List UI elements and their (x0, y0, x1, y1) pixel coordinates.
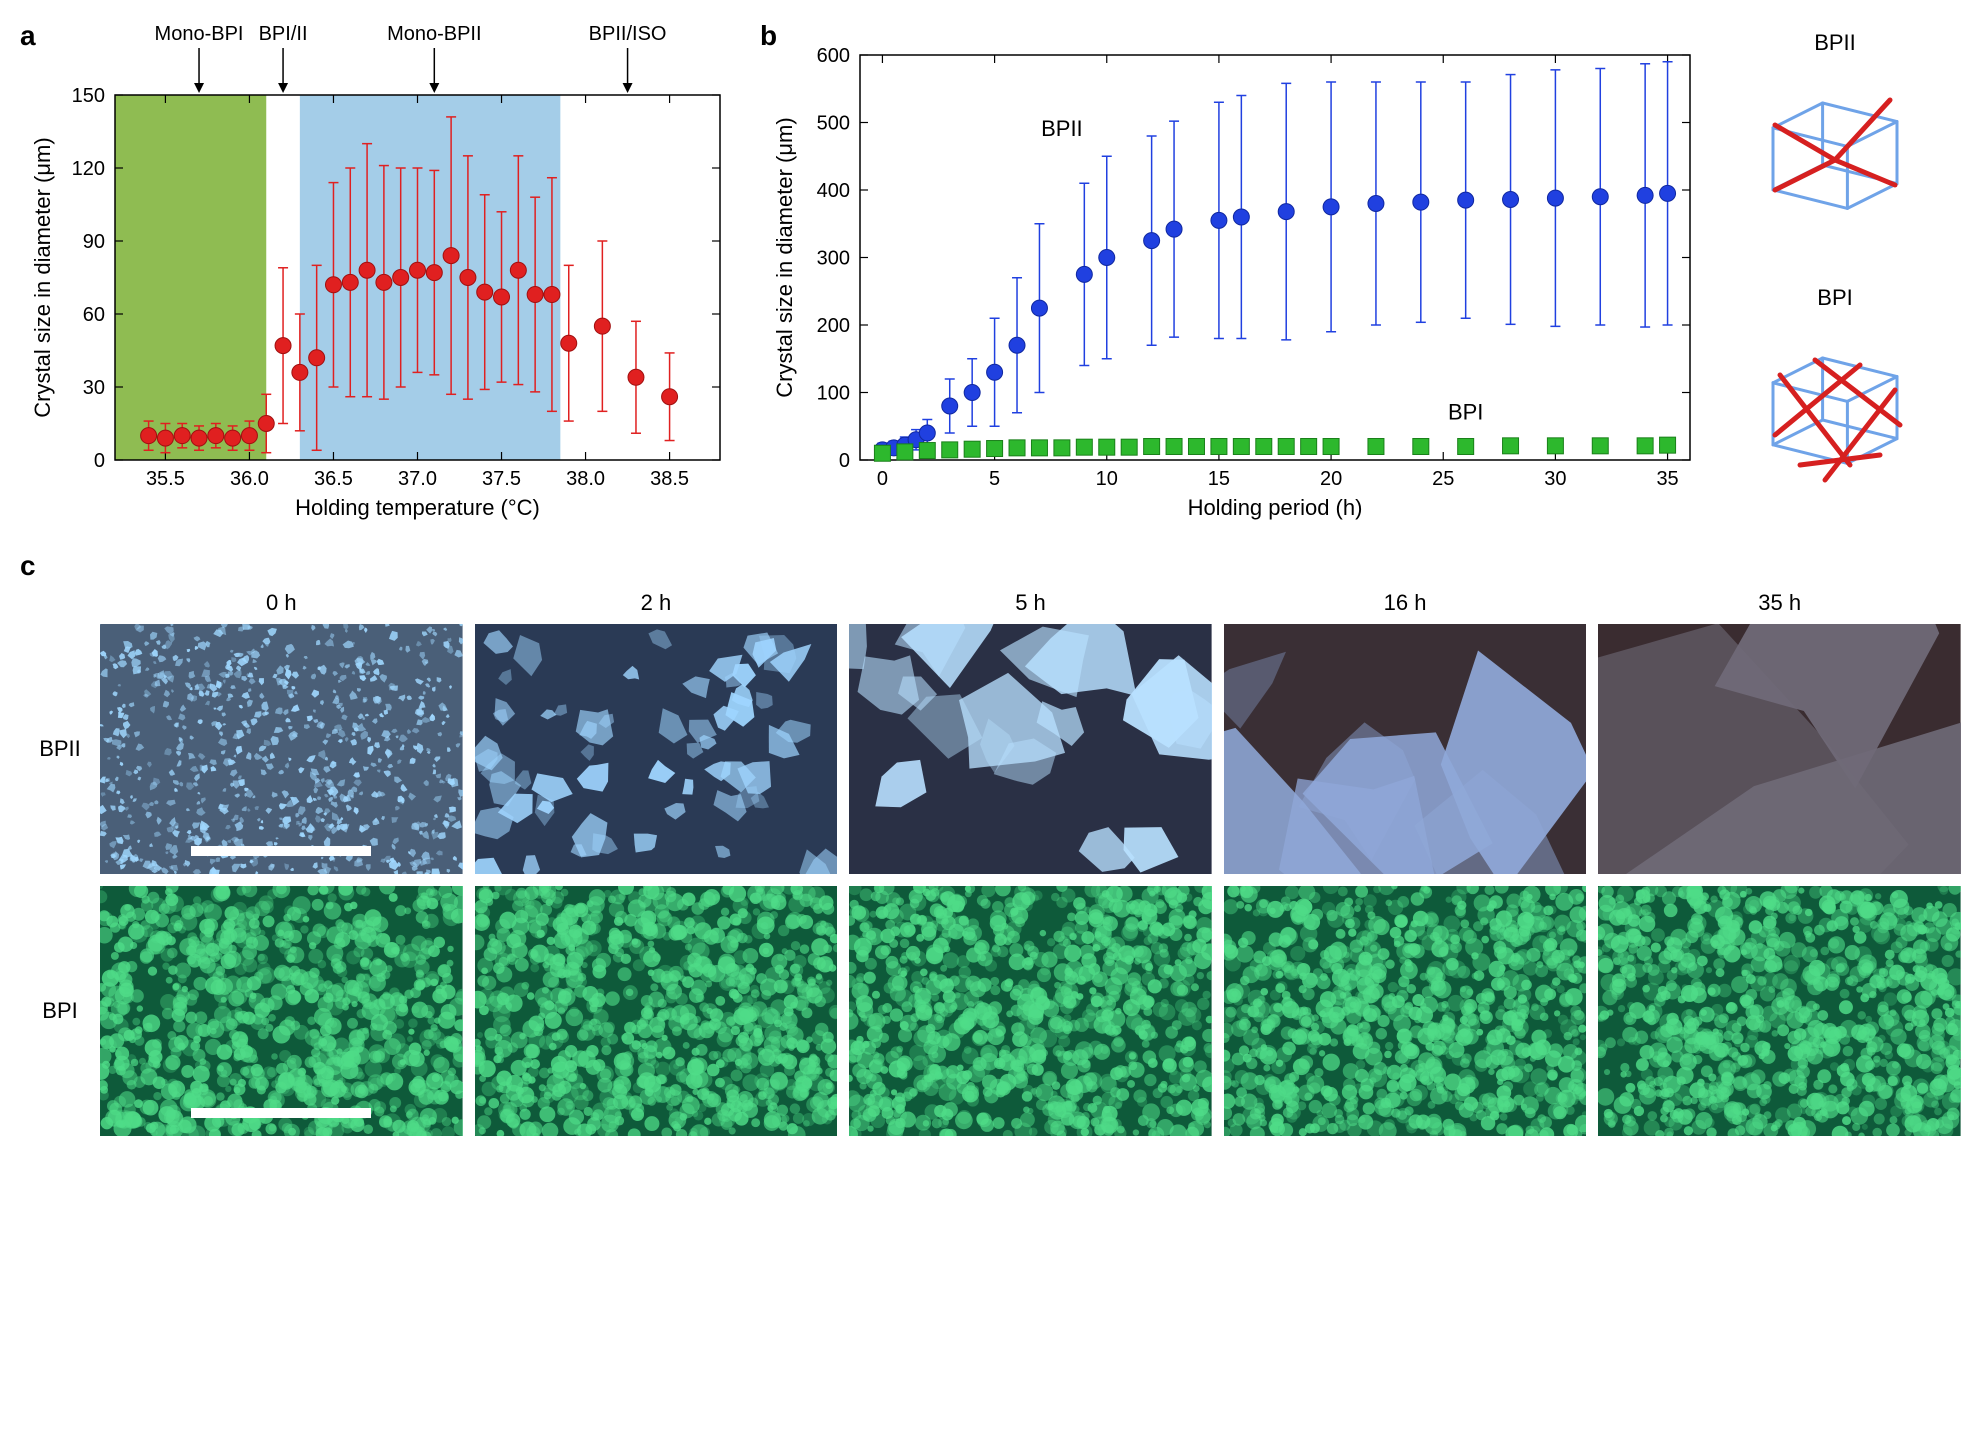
svg-text:Holding temperature (°C): Holding temperature (°C) (295, 495, 540, 520)
svg-text:120: 120 (72, 158, 105, 180)
row-bpi-images (100, 886, 1961, 1136)
svg-text:Crystal size in diameter (μm): Crystal size in diameter (μm) (30, 137, 55, 417)
row-label-bpi: BPI (30, 998, 90, 1024)
svg-text:Mono-BPI: Mono-BPI (155, 23, 244, 45)
micrograph-bpii-1 (475, 624, 838, 874)
svg-text:30: 30 (83, 377, 105, 399)
svg-text:BPII: BPII (1041, 116, 1083, 141)
chart-a: 35.5 36.0 36.5 37.0 37.5 38.0 38.5 0 30 60 90 120 15… (20, 20, 740, 530)
svg-text:38.5: 38.5 (650, 468, 689, 490)
svg-text:30: 30 (1544, 468, 1566, 490)
svg-text:Crystal size in diameter (μm): Crystal size in diameter (μm) (772, 117, 797, 397)
svg-text:35: 35 (1656, 468, 1678, 490)
chart-b: 0 5 10 15 20 25 30 35 0 100 200 300 400 500 600 Holding… (760, 20, 1710, 530)
time-label-4: 35 h (1598, 590, 1961, 616)
panel-a: a 35.5 36.0 36.5 37.0 37.5 38.0 38.5 0 30 60 90 120… (20, 20, 740, 530)
svg-text:20: 20 (1320, 468, 1342, 490)
micrograph-bpi-0 (100, 886, 463, 1136)
time-label-2: 5 h (849, 590, 1212, 616)
svg-text:36.5: 36.5 (314, 468, 353, 490)
svg-text:300: 300 (817, 248, 850, 270)
cube-bpii (1730, 60, 1940, 260)
svg-text:60: 60 (83, 304, 105, 326)
svg-text:600: 600 (817, 45, 850, 67)
svg-text:37.5: 37.5 (482, 468, 521, 490)
micrograph-bpii-4 (1598, 624, 1961, 874)
time-label-1: 2 h (475, 590, 838, 616)
svg-text:Holding period (h): Holding period (h) (1188, 495, 1363, 520)
panel-label-c: c (20, 550, 36, 582)
svg-text:400: 400 (817, 180, 850, 202)
micrograph-bpi-3 (1224, 886, 1587, 1136)
svg-text:10: 10 (1096, 468, 1118, 490)
row-bpii-images (100, 624, 1961, 874)
svg-text:0: 0 (877, 468, 888, 490)
row-label-bpii: BPII (30, 736, 90, 762)
time-label-0: 0 h (100, 590, 463, 616)
svg-text:38.0: 38.0 (566, 468, 605, 490)
svg-text:150: 150 (72, 85, 105, 107)
svg-text:25: 25 (1432, 468, 1454, 490)
micrograph-bpi-4 (1598, 886, 1961, 1136)
panel-c: c 0 h 2 h 5 h 16 h 35 h BPII BPI (20, 550, 1961, 1148)
scale-bar (191, 1108, 371, 1118)
svg-text:BPI: BPI (1448, 400, 1483, 425)
cube-diagrams: BPII BPI (1710, 20, 1940, 530)
panel-b: b 0 5 10 15 20 25 30 35 0 100 200 300 400 500 600 Holdi… (760, 20, 1961, 530)
svg-text:0: 0 (94, 450, 105, 472)
svg-text:36.0: 36.0 (230, 468, 269, 490)
micrograph-bpi-2 (849, 886, 1212, 1136)
micrograph-bpi-1 (475, 886, 838, 1136)
svg-text:5: 5 (989, 468, 1000, 490)
panel-label-a: a (20, 20, 36, 52)
time-label-3: 16 h (1224, 590, 1587, 616)
svg-text:35.5: 35.5 (146, 468, 185, 490)
svg-text:100: 100 (817, 383, 850, 405)
micrograph-bpii-0 (100, 624, 463, 874)
cube-bpii-label: BPII (1730, 30, 1940, 56)
svg-text:90: 90 (83, 231, 105, 253)
micrograph-bpii-2 (849, 624, 1212, 874)
svg-text:37.0: 37.0 (398, 468, 437, 490)
panel-label-b: b (760, 20, 777, 52)
svg-text:BPII/ISO: BPII/ISO (589, 23, 667, 45)
micrograph-bpii-3 (1224, 624, 1587, 874)
cube-bpi (1730, 315, 1940, 515)
svg-text:Mono-BPII: Mono-BPII (387, 23, 481, 45)
svg-text:15: 15 (1208, 468, 1230, 490)
scale-bar (191, 846, 371, 856)
svg-text:200: 200 (817, 315, 850, 337)
svg-text:BPI/II: BPI/II (259, 23, 308, 45)
svg-text:500: 500 (817, 113, 850, 135)
svg-text:0: 0 (839, 450, 850, 472)
cube-bpi-label: BPI (1730, 285, 1940, 311)
panel-c-time-labels: 0 h 2 h 5 h 16 h 35 h (100, 590, 1961, 616)
